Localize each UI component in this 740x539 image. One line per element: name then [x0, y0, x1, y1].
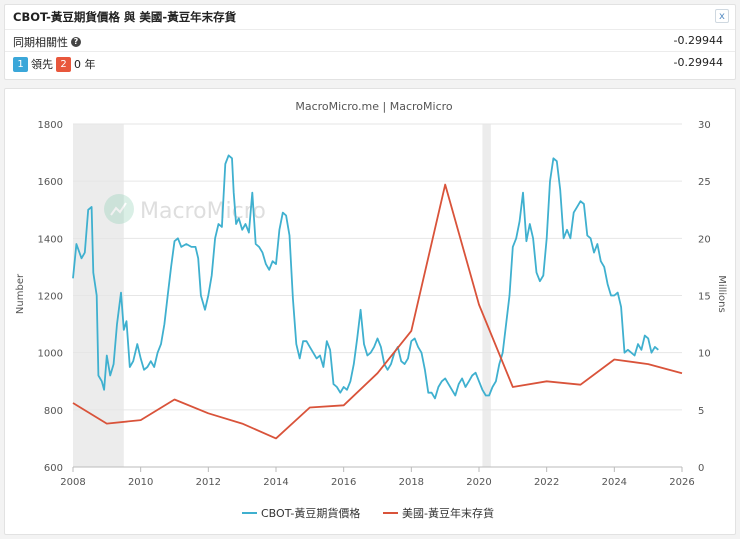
x-tick-label: 2024 — [602, 477, 627, 488]
chart-panel: MacroMicro MacroMicro.me | MacroMicro Nu… — [4, 88, 736, 535]
y-left-tick-label: 1400 — [38, 234, 63, 245]
y-right-tick-label: 20 — [698, 234, 711, 245]
x-tick-label: 2026 — [669, 477, 694, 488]
y-right-tick-label: 25 — [698, 177, 711, 188]
macromicro-watermark: MacroMicro — [104, 194, 266, 224]
legend-cbot-label[interactable]: CBOT-黃豆期貨價格 — [261, 506, 360, 520]
watermark-logo-icon — [104, 194, 134, 224]
x-tick-label: 2014 — [263, 477, 288, 488]
y-right-tick-label: 5 — [698, 406, 704, 417]
y-axis-right-label: Millions — [716, 275, 727, 312]
lead-lag-row: 1 領先 2 0 年 -0.29944 — [5, 51, 735, 72]
y-right-tick-label: 30 — [698, 120, 711, 131]
chart-title: MacroMicro.me | MacroMicro — [295, 100, 453, 113]
correlation-label: 同期相關性 — [13, 36, 68, 49]
correlation-panel: CBOT-黃豆期貨價格 與 美國-黃豆年末存貨 x 同期相關性 ? -0.299… — [4, 4, 736, 80]
lead-badge[interactable]: 1 — [13, 56, 28, 72]
close-button[interactable]: x — [715, 9, 729, 23]
y-left-tick-label: 1000 — [38, 349, 63, 360]
x-tick-label: 2022 — [534, 477, 559, 488]
correlation-value: -0.29944 — [673, 34, 723, 47]
x-tick-label: 2018 — [399, 477, 424, 488]
lag-value: 0 年 — [74, 58, 96, 71]
x-tick-label: 2016 — [331, 477, 356, 488]
watermark-text: MacroMicro — [140, 199, 266, 224]
x-tick-label: 2020 — [466, 477, 491, 488]
y-left-tick-label: 1200 — [38, 292, 63, 303]
lag-correlation-value: -0.29944 — [673, 56, 723, 69]
y-axis-left-label: Number — [15, 273, 26, 314]
lead-label: 領先 — [31, 58, 53, 71]
cbot-price-line[interactable] — [72, 154, 659, 400]
x-tick-label: 2012 — [196, 477, 221, 488]
y-left-tick-label: 600 — [44, 463, 63, 474]
x-tick-label: 2010 — [128, 477, 153, 488]
y-right-tick-label: 0 — [698, 463, 704, 474]
soybean-stocks-line[interactable] — [72, 183, 683, 440]
y-left-tick-label: 800 — [44, 406, 63, 417]
y-right-tick-label: 15 — [698, 292, 711, 303]
watermark-logo-mark — [110, 202, 127, 216]
line-chart: MacroMicro MacroMicro.me | MacroMicro Nu… — [15, 100, 727, 520]
chart-legend: CBOT-黃豆期貨價格 美國-黃豆年末存貨 — [242, 506, 494, 520]
y-left-tick-label: 1600 — [38, 177, 63, 188]
lag-badge[interactable]: 2 — [56, 56, 71, 72]
y-right-tick-label: 10 — [698, 349, 711, 360]
y-left-tick-label: 1800 — [38, 120, 63, 131]
correlation-row: 同期相關性 ? -0.29944 — [5, 29, 735, 50]
help-icon[interactable]: ? — [71, 37, 81, 47]
chart-pair-title: CBOT-黃豆期貨價格 與 美國-黃豆年末存貨 — [13, 10, 237, 24]
legend-stocks-label[interactable]: 美國-黃豆年末存貨 — [402, 506, 494, 520]
x-tick-label: 2008 — [60, 477, 85, 488]
